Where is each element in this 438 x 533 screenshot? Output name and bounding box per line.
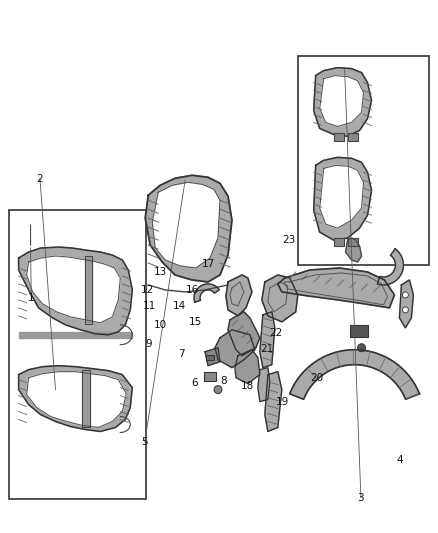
- Text: 6: 6: [192, 378, 198, 389]
- Circle shape: [403, 292, 408, 298]
- Bar: [334, 133, 343, 141]
- Polygon shape: [265, 372, 282, 432]
- Polygon shape: [27, 372, 126, 427]
- Polygon shape: [152, 182, 220, 268]
- Polygon shape: [27, 256, 120, 323]
- Polygon shape: [82, 370, 90, 427]
- Polygon shape: [399, 280, 413, 328]
- Polygon shape: [314, 157, 371, 240]
- Text: 19: 19: [276, 397, 289, 407]
- Polygon shape: [19, 366, 132, 432]
- Text: 14: 14: [173, 301, 186, 311]
- Circle shape: [357, 344, 366, 352]
- Text: 4: 4: [397, 455, 403, 465]
- Text: 5: 5: [141, 437, 148, 447]
- Bar: [334, 238, 343, 246]
- Polygon shape: [262, 275, 298, 322]
- Polygon shape: [19, 332, 132, 338]
- Text: 2: 2: [37, 174, 43, 184]
- Text: 18: 18: [241, 381, 254, 391]
- Text: 15: 15: [188, 317, 201, 327]
- Bar: [204, 372, 216, 381]
- Polygon shape: [205, 348, 220, 366]
- Text: 3: 3: [357, 492, 364, 503]
- Text: 1: 1: [28, 293, 35, 303]
- Text: 21: 21: [261, 344, 274, 354]
- Circle shape: [214, 385, 222, 393]
- Polygon shape: [226, 275, 252, 316]
- Text: 8: 8: [220, 376, 227, 386]
- Bar: [298, 55, 429, 265]
- Bar: [348, 238, 357, 246]
- Bar: [348, 133, 357, 141]
- Polygon shape: [320, 165, 364, 228]
- Polygon shape: [278, 268, 395, 308]
- Text: 10: 10: [153, 320, 166, 330]
- Text: 23: 23: [282, 235, 296, 245]
- Polygon shape: [314, 68, 371, 136]
- Polygon shape: [377, 249, 403, 285]
- Polygon shape: [320, 76, 364, 126]
- Text: 22: 22: [269, 328, 283, 338]
- Polygon shape: [258, 368, 270, 401]
- Text: 11: 11: [142, 301, 156, 311]
- Polygon shape: [290, 350, 420, 399]
- Bar: [9, 210, 146, 499]
- Polygon shape: [235, 350, 260, 384]
- Polygon shape: [85, 256, 92, 324]
- Polygon shape: [19, 247, 132, 335]
- Text: 12: 12: [140, 285, 154, 295]
- Polygon shape: [228, 312, 260, 356]
- Text: 7: 7: [179, 349, 185, 359]
- Polygon shape: [346, 238, 361, 262]
- Text: 9: 9: [146, 338, 152, 349]
- Bar: [350, 325, 367, 337]
- Polygon shape: [194, 284, 219, 302]
- Circle shape: [403, 307, 408, 313]
- Polygon shape: [145, 175, 232, 282]
- Polygon shape: [215, 330, 255, 368]
- Polygon shape: [260, 312, 275, 368]
- Text: 13: 13: [153, 267, 167, 277]
- Bar: [206, 355, 214, 360]
- Text: 20: 20: [311, 373, 324, 383]
- Text: 17: 17: [201, 259, 215, 269]
- Text: 16: 16: [186, 285, 199, 295]
